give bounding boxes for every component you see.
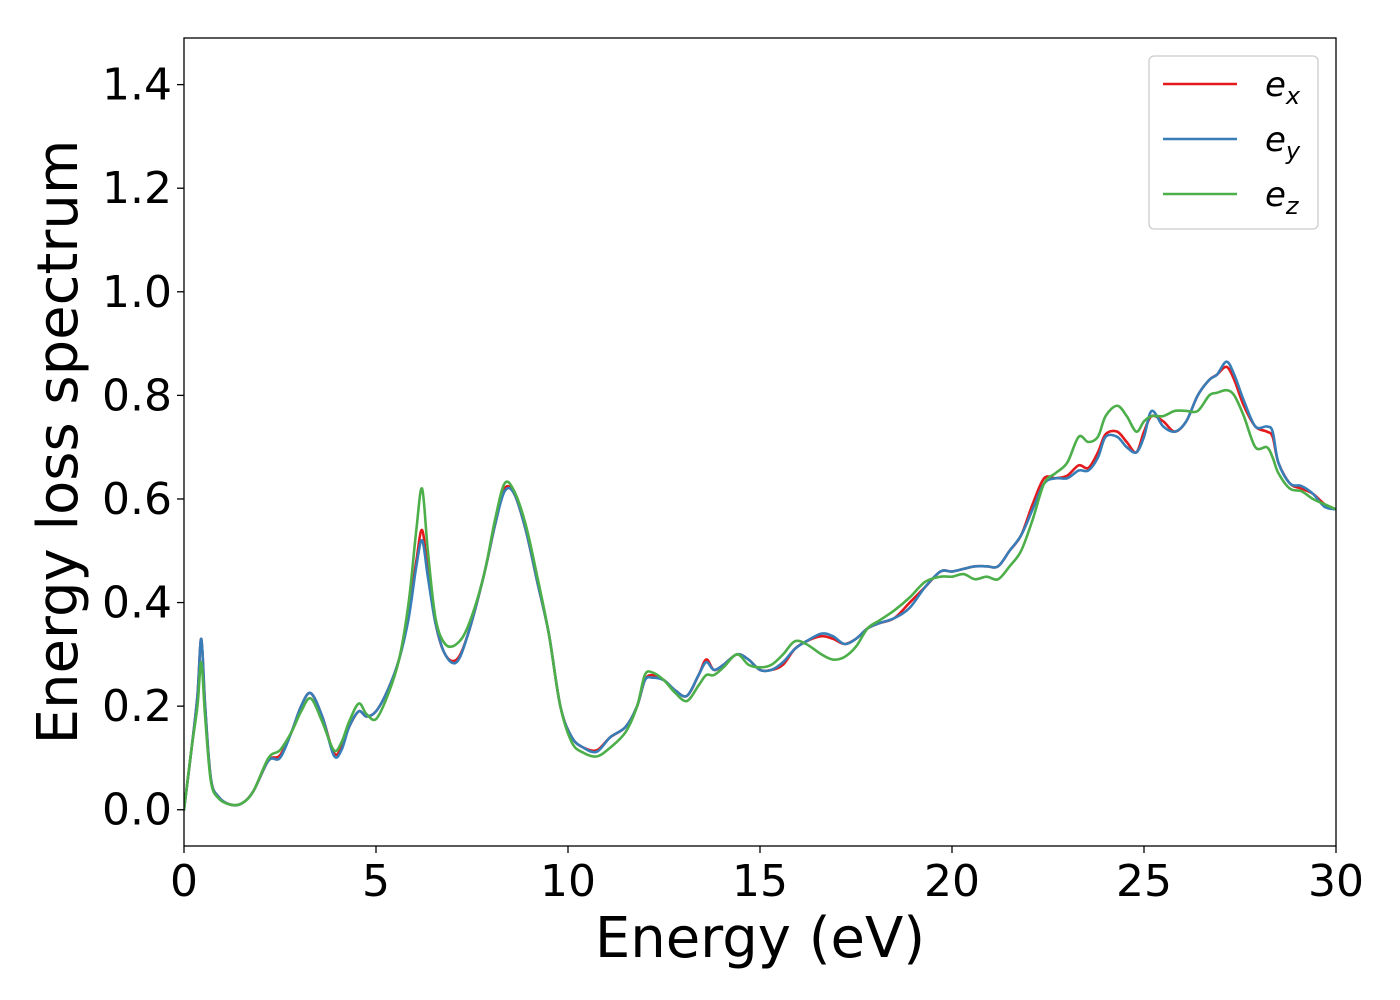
y-axis-title: Energy loss spectrum — [26, 140, 91, 745]
y-tick-label: 0.2 — [102, 681, 172, 732]
legend-label-x: ex — [1265, 65, 1301, 110]
series-line-x — [184, 365, 1336, 812]
series-layer — [184, 360, 1336, 812]
legend-label-z: ez — [1265, 175, 1300, 220]
x-axis-title: Energy (eV) — [595, 906, 925, 971]
series-line-y — [184, 360, 1336, 812]
x-axis: 0 5 10 15 20 25 30 — [170, 846, 1364, 907]
x-tick-label: 0 — [170, 856, 198, 907]
y-tick-label: 1.2 — [102, 163, 172, 214]
legend-label-y: ey — [1265, 120, 1301, 165]
legend-label-subscript: z — [1285, 192, 1300, 220]
x-tick-label: 15 — [732, 856, 788, 907]
legend-label-subscript: y — [1285, 137, 1301, 165]
y-tick-label: 0.8 — [102, 370, 172, 421]
y-tick-label: 0.0 — [102, 785, 172, 836]
x-tick-label: 10 — [540, 856, 596, 907]
y-tick-label: 1.0 — [102, 267, 172, 318]
x-tick-label: 30 — [1308, 856, 1364, 907]
x-tick-label: 25 — [1116, 856, 1172, 907]
legend-label-base: e — [1265, 65, 1286, 105]
x-tick-label: 5 — [362, 856, 390, 907]
y-axis: 0.0 0.2 0.4 0.6 0.8 1.0 1.2 1.4 — [102, 60, 184, 836]
legend-label-base: e — [1265, 175, 1286, 215]
y-tick-label: 0.4 — [102, 578, 172, 629]
series-line-z — [184, 388, 1336, 812]
y-tick-label: 0.6 — [102, 474, 172, 525]
legend-label-subscript: x — [1285, 82, 1301, 110]
legend-box — [1148, 55, 1319, 230]
x-tick-label: 20 — [924, 856, 980, 907]
legend-label-base: e — [1265, 120, 1286, 160]
y-tick-label: 1.4 — [102, 60, 172, 111]
